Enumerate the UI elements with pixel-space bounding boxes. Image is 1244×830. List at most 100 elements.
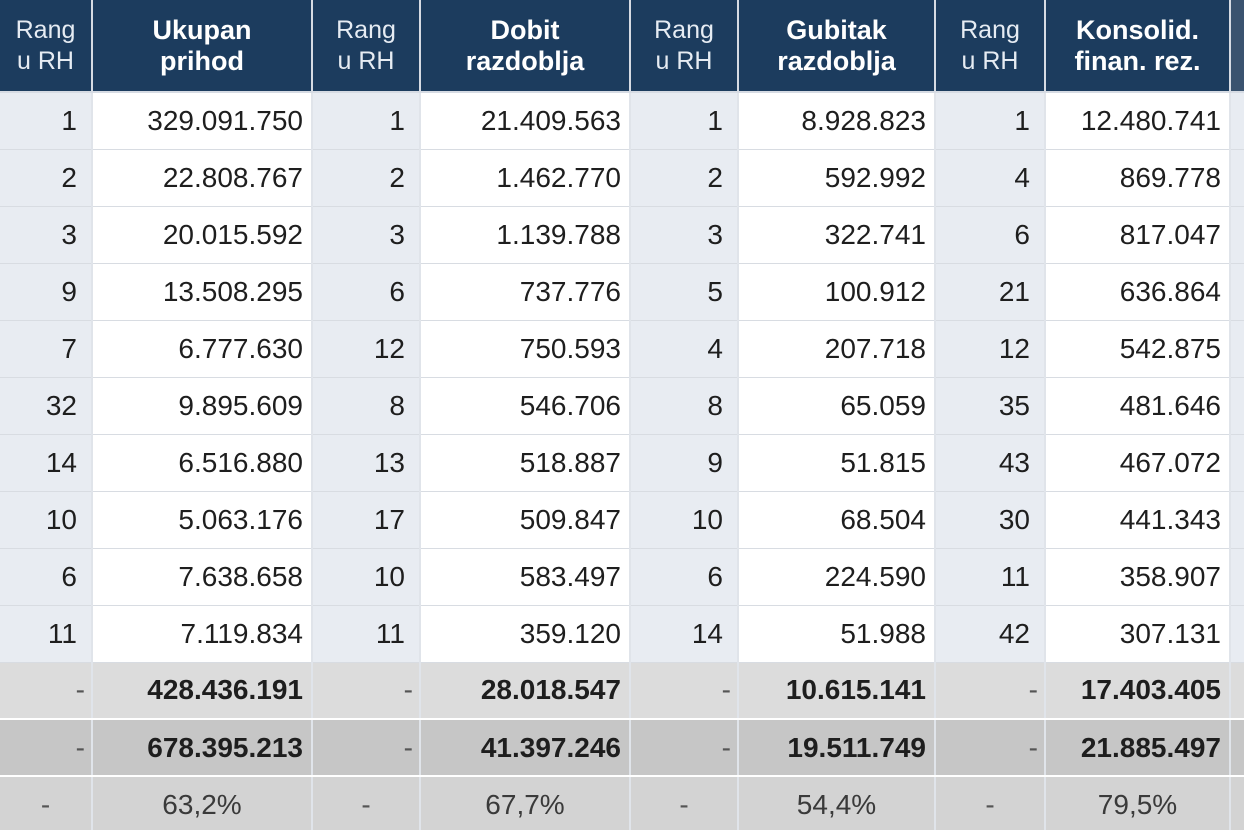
cell-rang-gubitak: 10 [630, 491, 739, 549]
cell-rang-konsolid: 12 [935, 320, 1046, 378]
table-row: 9 13.508.295 6 737.776 5 100.912 21 636.864 [0, 263, 1244, 321]
cell-gubitak-razdoblja: 10.615.141 [738, 662, 936, 720]
cell-ukupan-prihod: 6.516.880 [92, 434, 313, 492]
cell-edge [1230, 377, 1244, 435]
cell-ukupan-prihod: 329.091.750 [92, 92, 313, 150]
cell-rang-gubitak: - [630, 662, 739, 720]
cell-rang-ukupan-prihod: 1 [0, 92, 93, 150]
cell-gubitak-razdoblja: 322.741 [738, 206, 936, 264]
table-row: 6 7.638.658 10 583.497 6 224.590 11 358.907 [0, 548, 1244, 606]
header-dobit-razdoblja: Dobit razdoblja [420, 0, 631, 93]
cell-edge [1230, 263, 1244, 321]
cell-edge [1230, 548, 1244, 606]
cell-edge [1230, 719, 1244, 777]
cell-rang-konsolid: 1 [935, 92, 1046, 150]
cell-ukupan-prihod: 13.508.295 [92, 263, 313, 321]
cell-gubitak-razdoblja: 51.988 [738, 605, 936, 663]
cell-rang-gubitak: - [630, 776, 739, 830]
cell-rang-konsolid: 4 [935, 149, 1046, 207]
cell-dobit-razdoblja: 21.409.563 [420, 92, 631, 150]
cell-rang-ukupan-prihod: 9 [0, 263, 93, 321]
table-row: 3 20.015.592 3 1.139.788 3 322.741 6 817.047 [0, 206, 1244, 264]
cell-gubitak-razdoblja: 68.504 [738, 491, 936, 549]
cell-rang-dobit: 2 [312, 149, 421, 207]
cell-konsolid-finan-rez: 12.480.741 [1045, 92, 1231, 150]
cell-rang-ukupan-prihod: 7 [0, 320, 93, 378]
cell-rang-ukupan-prihod: 3 [0, 206, 93, 264]
cell-rang-dobit: 6 [312, 263, 421, 321]
cell-rang-konsolid: 35 [935, 377, 1046, 435]
cell-rang-ukupan-prihod: 11 [0, 605, 93, 663]
cell-dobit-razdoblja: 28.018.547 [420, 662, 631, 720]
cell-edge [1230, 320, 1244, 378]
cell-edge [1230, 605, 1244, 663]
cell-konsolid-finan-rez: 307.131 [1045, 605, 1231, 663]
cell-dobit-razdoblja: 1.462.770 [420, 149, 631, 207]
header-rang-1: Rang u RH [0, 0, 93, 93]
header-konsolid-finan-rez: Konsolid. finan. rez. [1045, 0, 1231, 93]
cell-rang-dobit: 1 [312, 92, 421, 150]
cell-rang-gubitak: 1 [630, 92, 739, 150]
cell-rang-dobit: 12 [312, 320, 421, 378]
cell-rang-konsolid: 42 [935, 605, 1046, 663]
cell-dobit-razdoblja: 737.776 [420, 263, 631, 321]
cell-rang-ukupan-prihod: 2 [0, 149, 93, 207]
cell-rang-dobit: - [312, 776, 421, 830]
cell-edge [1230, 434, 1244, 492]
summary-row-overall: -678.395.213-41.397.246-19.511.749-21.88… [0, 719, 1244, 777]
header-gubitak-razdoblja: Gubitak razdoblja [738, 0, 936, 93]
table-row: 10 5.063.176 17 509.847 10 68.504 30 441.343 [0, 491, 1244, 549]
header-rang-4: Rang u RH [935, 0, 1046, 93]
summary-row-total: -428.436.191-28.018.547-10.615.141-17.40… [0, 662, 1244, 720]
cell-rang-dobit: 10 [312, 548, 421, 606]
cell-edge [1230, 206, 1244, 264]
cell-dobit-razdoblja: 1.139.788 [420, 206, 631, 264]
cell-konsolid-finan-rez: 636.864 [1045, 263, 1231, 321]
cell-rang-ukupan-prihod: 32 [0, 377, 93, 435]
cell-konsolid-finan-rez: 817.047 [1045, 206, 1231, 264]
table-row: 32 9.895.609 8 546.706 8 65.059 35 481.646 [0, 377, 1244, 435]
cell-rang-dobit: - [312, 662, 421, 720]
cell-rang-ukupan-prihod: 10 [0, 491, 93, 549]
cell-dobit-razdoblja: 546.706 [420, 377, 631, 435]
cell-dobit-razdoblja: 67,7% [420, 776, 631, 830]
cell-rang-konsolid: - [935, 662, 1046, 720]
cell-gubitak-razdoblja: 51.815 [738, 434, 936, 492]
cell-rang-gubitak: 3 [630, 206, 739, 264]
cell-konsolid-finan-rez: 79,5% [1045, 776, 1231, 830]
cell-gubitak-razdoblja: 207.718 [738, 320, 936, 378]
cell-rang-dobit: 3 [312, 206, 421, 264]
cell-konsolid-finan-rez: 869.778 [1045, 149, 1231, 207]
header-rang-3: Rang u RH [630, 0, 739, 93]
table-row: 2 22.808.767 2 1.462.770 2 592.992 4 869.778 [0, 149, 1244, 207]
cell-edge [1230, 776, 1244, 830]
cell-ukupan-prihod: 63,2% [92, 776, 313, 830]
cell-rang-gubitak: 14 [630, 605, 739, 663]
cell-edge [1230, 662, 1244, 720]
cell-rang-gubitak: 2 [630, 149, 739, 207]
cell-gubitak-razdoblja: 8.928.823 [738, 92, 936, 150]
table-row: 14 6.516.880 13 518.887 9 51.815 43 467.072 [0, 434, 1244, 492]
header-edge-column [1230, 0, 1244, 93]
cell-ukupan-prihod: 9.895.609 [92, 377, 313, 435]
cell-rang-konsolid: 43 [935, 434, 1046, 492]
cell-konsolid-finan-rez: 358.907 [1045, 548, 1231, 606]
cell-gubitak-razdoblja: 19.511.749 [738, 719, 936, 777]
cell-dobit-razdoblja: 509.847 [420, 491, 631, 549]
summary-row-share: -63,2% -67,7% -54,4% -79,5% [0, 776, 1244, 830]
cell-ukupan-prihod: 20.015.592 [92, 206, 313, 264]
cell-rang-dobit: 17 [312, 491, 421, 549]
cell-ukupan-prihod: 428.436.191 [92, 662, 313, 720]
cell-rang-ukupan-prihod: - [0, 662, 93, 720]
cell-dobit-razdoblja: 518.887 [420, 434, 631, 492]
cell-dobit-razdoblja: 750.593 [420, 320, 631, 378]
header-ukupan-prihod: Ukupan prihod [92, 0, 313, 93]
cell-rang-gubitak: 6 [630, 548, 739, 606]
cell-edge [1230, 491, 1244, 549]
cell-rang-gubitak: 9 [630, 434, 739, 492]
cell-ukupan-prihod: 5.063.176 [92, 491, 313, 549]
cell-rang-gubitak: 5 [630, 263, 739, 321]
cell-rang-konsolid: 21 [935, 263, 1046, 321]
cell-edge [1230, 149, 1244, 207]
cell-rang-dobit: 11 [312, 605, 421, 663]
